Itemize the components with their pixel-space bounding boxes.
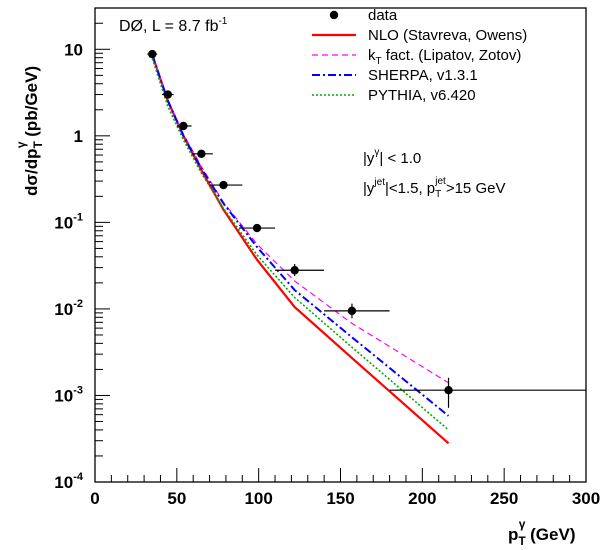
legend: data NLO (Stavreva, Owens) kT fact. (Lipat… — [312, 7, 527, 104]
cut-photon-rapidity: |yγ| < 1.0 — [363, 147, 421, 167]
data-marker — [290, 266, 299, 275]
y-axis-title: dσ/dpTγ (pb/GeV) — [14, 66, 45, 196]
y-tick-label: 10-2 — [54, 298, 83, 319]
x-tick-label: 100 — [244, 489, 272, 508]
curve-sherpa — [151, 54, 450, 417]
x-tick-label: 0 — [90, 489, 99, 508]
legend-marker — [329, 10, 339, 20]
x-axis-title: pTγ (GeV) — [508, 517, 575, 548]
data-point — [239, 223, 276, 233]
data-marker — [219, 180, 228, 190]
theory-curves — [151, 54, 450, 445]
legend-entry: data — [329, 7, 398, 24]
y-tick-label: 10 — [64, 40, 83, 59]
data-marker — [148, 49, 157, 59]
legend-label: NLO (Stavreva, Owens) — [368, 27, 527, 44]
data-point — [162, 90, 174, 99]
data-point — [176, 121, 192, 131]
x-tick-label: 150 — [326, 489, 354, 508]
x-tick-label: 250 — [490, 489, 518, 508]
data-point — [275, 264, 325, 277]
data-points — [147, 49, 586, 408]
x-tick-label: 200 — [408, 489, 436, 508]
data-point — [147, 49, 158, 59]
data-marker — [197, 149, 206, 158]
legend-label: data — [368, 7, 398, 24]
data-marker — [252, 223, 262, 233]
data-point — [191, 149, 213, 158]
x-tick-label: 50 — [167, 489, 186, 508]
data-marker — [347, 306, 357, 316]
legend-label: kT fact. (Lipatov, Zotov) — [368, 47, 521, 67]
cut-jet-rapidity-pt: |yjet|<1.5, pTjet>15 GeV — [363, 176, 505, 200]
legend-label: SHERPA, v1.3.1 — [368, 67, 478, 84]
data-point — [389, 377, 586, 408]
y-tick-label: 10-4 — [54, 471, 84, 492]
data-point — [324, 303, 390, 319]
x-tick-label: 300 — [572, 489, 600, 508]
data-marker — [163, 90, 173, 99]
data-marker — [444, 386, 453, 395]
legend-entry: kT fact. (Lipatov, Zotov) — [312, 47, 521, 67]
x-axis-ticks: 0 50 100 150 200 250 300 — [90, 468, 600, 508]
legend-entry: PYTHIA, v6.420 — [312, 87, 476, 104]
data-marker — [179, 121, 188, 131]
y-tick-label: 10-1 — [54, 211, 83, 232]
legend-label: PYTHIA, v6.420 — [368, 87, 476, 104]
y-axis-ticks: 10-4 10-3 10-2 10-1 1 10 — [54, 7, 110, 492]
data-point — [209, 180, 243, 190]
experiment-label: DØ, L = 8.7 fb-1 — [119, 16, 228, 35]
legend-entry: SHERPA, v1.3.1 — [312, 67, 478, 84]
y-tick-label: 10-3 — [54, 384, 83, 405]
y-tick-label: 1 — [74, 127, 83, 146]
legend-entry: NLO (Stavreva, Owens) — [312, 27, 527, 44]
